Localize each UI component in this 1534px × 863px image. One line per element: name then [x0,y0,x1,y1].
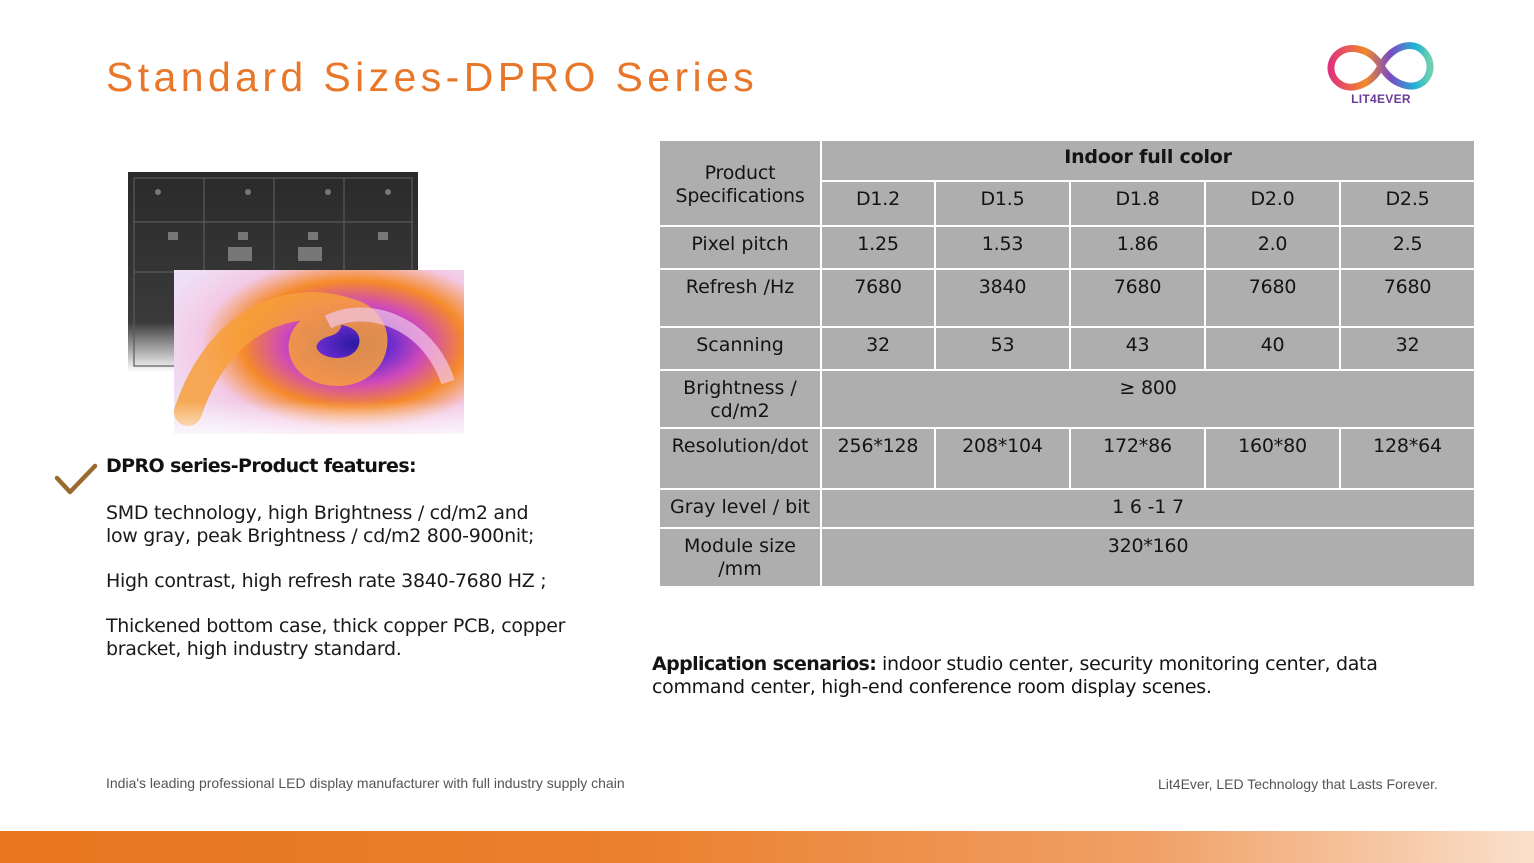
infinity-logo-icon [1327,42,1434,91]
model-header-cell: D1.2 [820,180,936,227]
table-cell: 1.53 [934,225,1071,270]
table-cell: 1.86 [1069,225,1206,270]
model-header-cell: D2.5 [1338,180,1477,227]
row-label-cell: Refresh /Hz [658,268,822,328]
table-cell: 7680 [1069,268,1206,328]
model-header-cell: D2.0 [1204,180,1341,227]
table-row: Scanning 32 53 43 40 32 [658,326,1477,371]
feature-item: Thickened bottom case, thick copper PCB,… [106,615,566,660]
row-label-cell: Scanning [658,326,822,371]
footer-tagline-right: Lit4Ever, LED Technology that Lasts Fore… [1158,776,1438,792]
table-cell: 53 [934,326,1071,371]
table-cell: 1.25 [820,225,936,270]
page-title: Standard Sizes-DPRO Series [106,54,759,100]
table-row: Module size /mm 320*160 [658,527,1477,588]
feature-item: High contrast, high refresh rate 3840-76… [106,570,547,592]
brand-name: LIT4EVER [1351,92,1411,106]
feature-item: SMD technology, high Brightness / cd/m2 … [106,502,535,547]
row-label-cell: Brightness / cd/m2 [658,369,822,429]
row-label-cell: Module size /mm [658,527,822,588]
group-header-cell: Indoor full color [819,139,1477,182]
table-cell: 2.5 [1338,225,1477,270]
application-text: indoor studio center, security monitorin… [652,653,1378,698]
table-cell: 128*64 [1338,427,1477,490]
table-cell: 32 [820,326,936,371]
application-label: Application scenarios: [652,653,877,675]
footer-tagline-left: India's leading professional LED display… [106,775,625,791]
table-cell: 3840 [934,268,1071,328]
corner-header-cell: Product Specifications [658,139,822,227]
table-cell: 40 [1204,326,1341,371]
row-label-cell: Pixel pitch [658,225,822,270]
features-heading: DPRO series-Product features: [106,455,417,477]
table-cell: 2.0 [1204,225,1341,270]
table-cell: 7680 [1204,268,1341,328]
table-cell: 160*80 [1204,427,1341,490]
table-row: Brightness / cd/m2 ≥ 800 [658,369,1477,429]
table-cell: 256*128 [820,427,936,490]
spec-table: Product Specifications Indoor full color… [658,139,1477,588]
table-cell: 172*86 [1069,427,1206,490]
table-cell: 7680 [1338,268,1477,328]
table-cell: 208*104 [934,427,1071,490]
checkmark-icon [54,463,98,495]
model-header-cell: D1.8 [1069,180,1206,227]
led-module-panel-photo [128,172,464,434]
table-row: Resolution/dot 256*128 208*104 172*86 16… [658,427,1477,490]
row-label-cell: Resolution/dot [658,427,822,490]
application-scenarios: Application scenarios: indoor studio cen… [652,653,1412,699]
table-row: Pixel pitch 1.25 1.53 1.86 2.0 2.5 [658,225,1477,270]
table-cell: 7680 [820,268,936,328]
table-row: Refresh /Hz 7680 3840 7680 7680 7680 [658,268,1477,328]
table-header-row: Product Specifications Indoor full color [658,139,1477,227]
table-span-cell: 320*160 [819,527,1477,588]
model-header-cell: D1.5 [934,180,1071,227]
table-span-cell: 1 6 -1 7 [819,488,1477,529]
table-row: Gray level / bit 1 6 -1 7 [658,488,1477,529]
table-span-cell: ≥ 800 [819,369,1477,429]
bottom-accent-bar [0,831,1534,863]
row-label-cell: Gray level / bit [658,488,822,529]
features-list: SMD technology, high Brightness / cd/m2 … [106,502,576,683]
table-header-row: D1.2 D1.5 D1.8 D2.0 D2.5 [659,180,1477,227]
table-cell: 32 [1338,326,1477,371]
table-cell: 43 [1069,326,1206,371]
